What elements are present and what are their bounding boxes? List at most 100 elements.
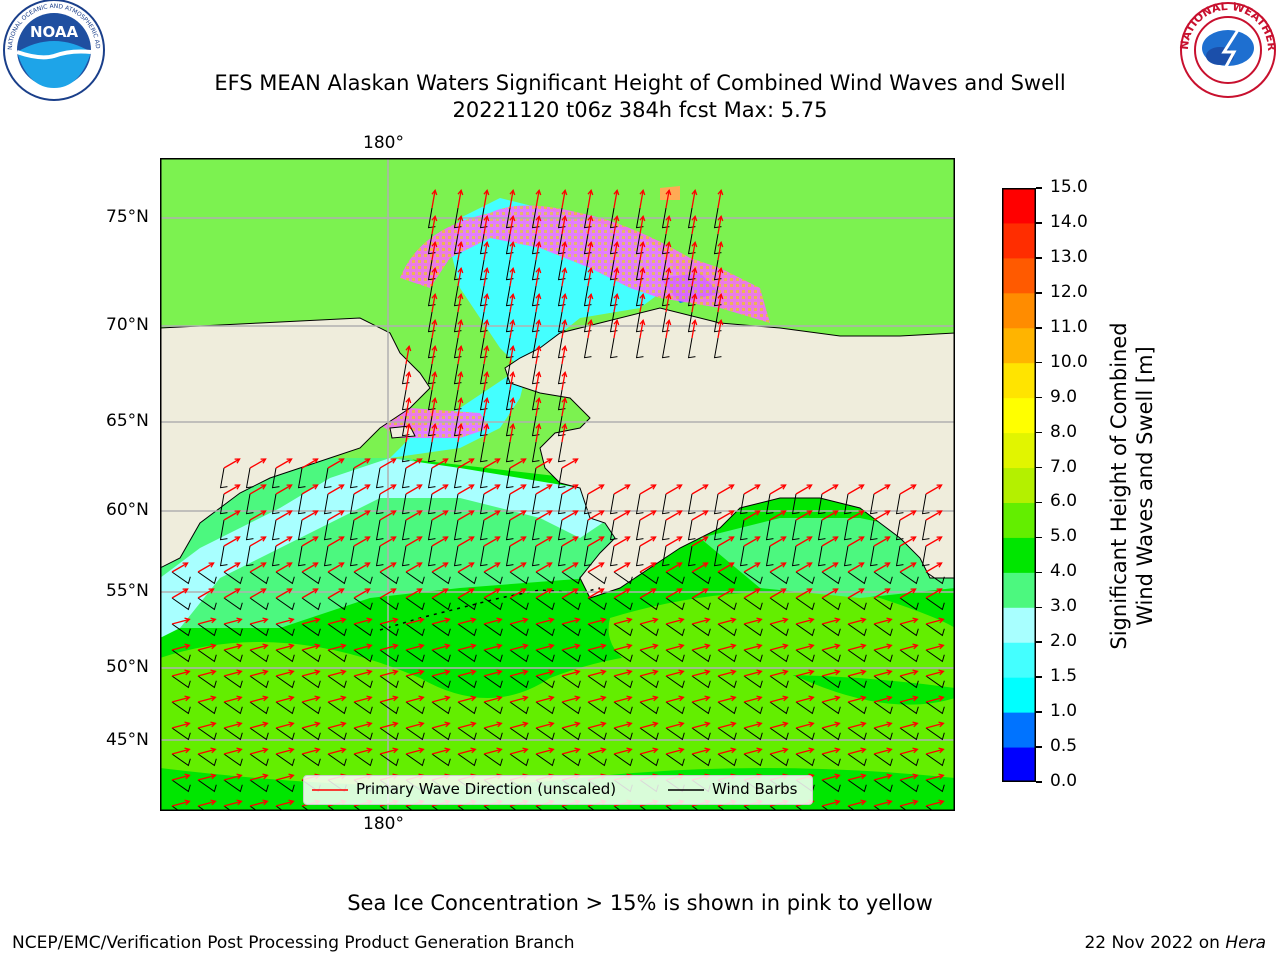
wind-barb: [583, 493, 592, 515]
wave-direction-arrowhead: [754, 536, 761, 542]
wave-direction-arrow: [639, 294, 644, 313]
wave-direction-arrowhead: [457, 370, 464, 378]
wave-direction-arrowhead: [574, 747, 581, 754]
wave-direction-arrow: [639, 670, 658, 677]
wave-direction-arrow: [587, 294, 592, 313]
wind-barb: [275, 701, 295, 715]
wind-barb: [379, 597, 399, 611]
wind-barb: [635, 337, 644, 359]
wave-direction-arrow: [743, 588, 760, 599]
wave-direction-arrow: [535, 216, 540, 235]
wave-direction-arrowhead: [912, 695, 919, 702]
wind-barb: [535, 571, 555, 585]
wave-direction-arrowhead: [483, 240, 490, 248]
wave-direction-arrowhead: [938, 643, 945, 650]
wave-direction-arrow: [769, 484, 786, 495]
wind-barb: [795, 597, 815, 611]
wave-direction-arrow: [509, 588, 526, 599]
wind-barb: [171, 727, 191, 741]
wave-direction-arrow: [691, 242, 696, 261]
wave-direction-arrow: [743, 696, 762, 703]
wave-direction-arrowhead: [886, 643, 893, 650]
wave-direction-arrowhead: [886, 721, 893, 728]
wave-direction-arrowhead: [886, 747, 893, 754]
wave-direction-arrowhead: [286, 484, 293, 490]
wave-direction-arrowhead: [782, 721, 789, 728]
wind-barb: [691, 675, 711, 689]
wind-barb: [713, 337, 722, 359]
wind-barb: [899, 779, 919, 793]
wave-direction-arrow: [639, 510, 656, 521]
wind-barb: [873, 623, 893, 637]
wind-barb: [583, 545, 592, 567]
wave-direction-arrow: [613, 588, 630, 599]
wave-direction-arrow: [301, 458, 318, 469]
wave-direction-arrowhead: [262, 747, 269, 754]
wave-direction-arrow: [431, 562, 448, 573]
colorbar-cell: [1002, 257, 1036, 294]
wave-direction-arrowhead: [884, 510, 891, 516]
wind-barb: [171, 753, 191, 767]
wave-direction-arrow: [821, 510, 838, 521]
wind-barb: [197, 571, 217, 585]
wave-direction-arrowhead: [598, 510, 605, 516]
wave-direction-arrowhead: [208, 562, 215, 568]
wave-direction-arrowhead: [860, 695, 867, 702]
wave-direction-arrow: [483, 536, 500, 547]
colorbar-tick-mark: [1036, 781, 1042, 783]
wave-direction-arrowhead: [834, 799, 841, 806]
wave-direction-arrow: [249, 484, 266, 495]
wave-direction-arrow: [613, 190, 618, 209]
wave-direction-arrow: [691, 618, 710, 625]
wave-direction-arrowhead: [938, 747, 945, 754]
wind-barb: [821, 623, 841, 637]
wave-direction-arrowhead: [912, 773, 919, 780]
wind-barb: [691, 571, 711, 585]
wind-barb: [197, 649, 217, 663]
lat-label-50: 50°N: [106, 657, 149, 677]
wave-direction-arrow: [665, 562, 682, 573]
wave-direction-arrowhead: [652, 617, 659, 624]
wind-barb: [895, 519, 904, 541]
wind-barb: [505, 467, 514, 489]
wave-direction-arrow: [509, 424, 514, 443]
wave-direction-arrow: [795, 644, 814, 651]
wave-direction-arrow: [431, 588, 448, 599]
wind-barb: [427, 493, 436, 515]
wave-direction-arrow: [457, 424, 462, 443]
colorbar-tick-mark: [1036, 361, 1042, 364]
wave-direction-arrow: [561, 748, 580, 755]
wave-direction-arrow: [691, 190, 696, 209]
colorbar-cell: [1002, 572, 1036, 608]
colorbar-tick-mark: [1036, 257, 1042, 259]
wave-direction-arrow: [431, 320, 436, 339]
wind-barb: [275, 623, 295, 637]
wave-direction-arrowhead: [236, 773, 243, 780]
wave-direction-arrow: [431, 696, 450, 703]
colorbar-tick-label: 3.0: [1050, 596, 1078, 617]
wave-direction-arrowhead: [756, 669, 763, 676]
wind-barb: [791, 493, 800, 515]
wave-direction-arrow: [405, 536, 422, 547]
wave-direction-arrow: [431, 190, 436, 209]
wind-barb: [843, 519, 852, 541]
wave-direction-arrowhead: [652, 643, 659, 650]
wave-direction-arrowhead: [572, 510, 579, 516]
wave-direction-arrow: [509, 320, 514, 339]
wave-direction-arrow: [795, 670, 814, 677]
wind-barb: [531, 519, 540, 541]
wind-barb: [531, 493, 540, 515]
wave-direction-arrow: [275, 748, 294, 755]
wind-barb: [869, 519, 878, 541]
wave-direction-arrow: [795, 748, 814, 755]
wave-direction-arrowhead: [574, 721, 581, 728]
wave-direction-arrowhead: [483, 422, 490, 430]
wave-direction-arrowhead: [509, 344, 516, 352]
wave-direction-arrow: [171, 722, 190, 729]
wave-direction-arrowhead: [691, 318, 698, 326]
wave-direction-arrow: [275, 484, 292, 495]
wind-barb: [427, 441, 436, 463]
wave-direction-arrowhead: [234, 510, 241, 516]
wave-direction-arrow: [717, 670, 736, 677]
wave-direction-arrow: [821, 644, 840, 651]
